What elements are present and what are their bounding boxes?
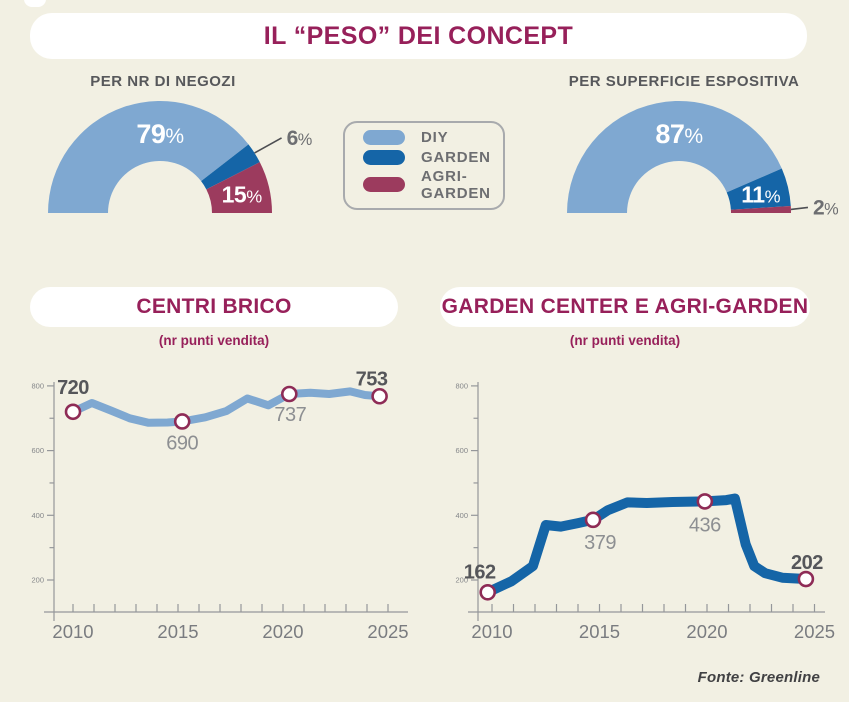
svg-text:200: 200 <box>455 576 468 585</box>
donut-labels: 79% 6% 15% <box>136 119 312 207</box>
data-point-label: 690 <box>166 432 198 454</box>
legend-label-garden: GARDEN <box>421 148 491 166</box>
svg-text:2%: 2% <box>813 196 838 219</box>
data-point-label: 202 <box>791 552 823 574</box>
svg-text:400: 400 <box>455 511 468 520</box>
svg-text:200: 200 <box>31 576 44 585</box>
data-point-label: 379 <box>584 532 616 554</box>
data-point-marker <box>371 387 388 405</box>
segment-agri-garden <box>206 162 272 213</box>
svg-text:2020: 2020 <box>262 621 303 642</box>
donut-segments <box>48 100 272 213</box>
segment-diy <box>567 100 782 213</box>
svg-text:2020: 2020 <box>686 621 727 642</box>
data-point-marker <box>479 583 497 601</box>
data-point-label: 753 <box>356 368 388 390</box>
semi-donut-chart-superficie: 87% 11% 2% <box>567 100 839 219</box>
svg-text:79%: 79% <box>136 119 183 149</box>
main-title-box: IL “PESO” DEI CONCEPT <box>30 13 807 59</box>
data-point-label: 436 <box>689 514 721 536</box>
data-line <box>482 493 811 598</box>
svg-text:600: 600 <box>31 446 44 455</box>
legend-item-agri-garden: AGRI-GARDEN <box>345 168 503 202</box>
data-point-marker <box>696 493 714 510</box>
garden-subtitle: (nr punti vendita) <box>569 333 681 348</box>
diy-color-swatch <box>363 130 405 146</box>
page-title: IL “PESO” DEI CONCEPT <box>263 22 574 50</box>
garden-color-swatch <box>363 149 405 165</box>
markers: 162 379 436 202 <box>464 493 824 601</box>
data-point-label: 720 <box>57 377 89 399</box>
legend-item-diy: DIY <box>345 129 503 146</box>
legend-label-agri-garden: AGRI-GARDEN <box>421 167 491 202</box>
svg-text:2025: 2025 <box>794 621 835 642</box>
legend-item-garden: GARDEN <box>345 149 503 166</box>
axes <box>44 382 408 621</box>
svg-text:11%: 11% <box>741 181 780 207</box>
segment-agri-garden <box>730 205 791 213</box>
svg-text:2010: 2010 <box>471 621 512 642</box>
callout-line <box>254 137 282 154</box>
data-point-label: 162 <box>464 561 496 583</box>
callout-line <box>790 206 809 211</box>
garden-title-box: GARDEN CENTER E AGRI-GARDEN <box>440 287 810 327</box>
data-point-marker <box>280 385 298 403</box>
donut-negozi-title: PER NR DI NEGOZI <box>90 73 236 90</box>
brico-title-box: CENTRI BRICO <box>30 287 398 327</box>
segment-garden <box>726 168 791 210</box>
legend-box: DIY GARDEN AGRI-GARDEN <box>343 121 505 210</box>
svg-text:6%: 6% <box>287 127 312 150</box>
data-point-marker <box>797 570 815 588</box>
svg-text:2010: 2010 <box>52 621 93 642</box>
data-line <box>69 387 384 427</box>
axes <box>468 382 825 621</box>
legend-label-diy: DIY <box>421 129 449 147</box>
svg-text:2015: 2015 <box>157 621 198 642</box>
segment-garden <box>201 144 260 190</box>
line-chart-centri-brico: 200 400 600 800 2010 2015 2020 2025 720 690 737 753 <box>31 368 408 642</box>
svg-text:87%: 87% <box>655 119 702 149</box>
brico-subtitle: (nr punti vendita) <box>158 333 270 348</box>
brico-title: CENTRI BRICO <box>136 295 292 318</box>
semi-donut-chart-negozi: 79% 6% 15% <box>48 100 312 213</box>
garden-title: GARDEN CENTER E AGRI-GARDEN <box>441 295 809 318</box>
agri-garden-color-swatch <box>363 177 405 193</box>
svg-text:800: 800 <box>31 381 44 390</box>
x-tick-labels: 2010 2015 2020 2025 <box>52 621 408 642</box>
donut-segments <box>567 100 791 213</box>
decorative-shape <box>24 0 46 7</box>
data-point-label: 737 <box>274 404 306 426</box>
svg-text:600: 600 <box>455 446 468 455</box>
segment-diy <box>48 100 249 213</box>
svg-text:400: 400 <box>31 511 44 520</box>
line-chart-garden-agri: 200 400 600 800 2010 2015 2020 2025 162 379 436 202 <box>455 381 835 642</box>
x-tick-labels: 2010 2015 2020 2025 <box>471 621 835 642</box>
donut-superficie-title: PER SUPERFICIE ESPOSITIVA <box>568 73 800 90</box>
svg-text:2025: 2025 <box>367 621 408 642</box>
ticks: 200 400 600 800 <box>455 381 816 612</box>
svg-text:800: 800 <box>455 381 468 390</box>
svg-text:2015: 2015 <box>579 621 620 642</box>
data-point-marker <box>173 413 191 430</box>
source-note: Fonte: Greenline <box>697 669 820 686</box>
data-point-marker <box>584 511 602 529</box>
svg-text:15%: 15% <box>222 181 263 207</box>
donut-labels: 87% 11% 2% <box>655 119 838 219</box>
data-point-marker <box>64 403 82 421</box>
ticks: 200 400 600 800 <box>31 381 389 612</box>
markers: 720 690 737 753 <box>57 368 388 454</box>
